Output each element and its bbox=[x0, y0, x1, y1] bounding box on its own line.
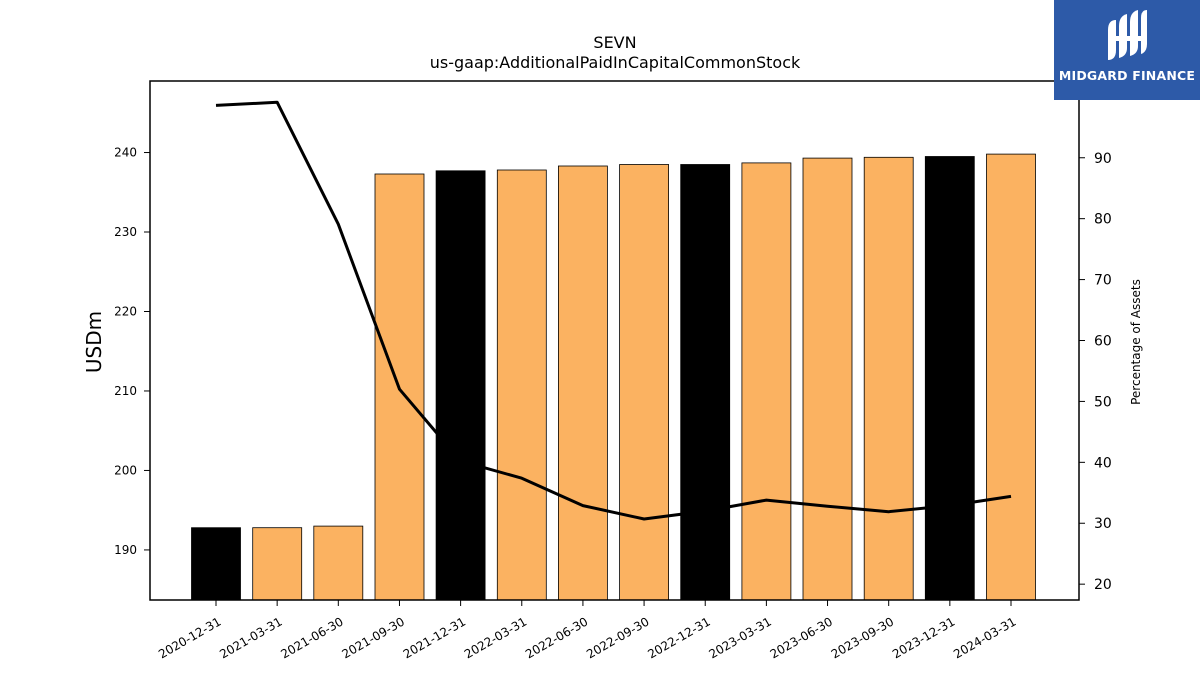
x-tick-label-2023-06-30: 2023-06-30 bbox=[768, 614, 835, 661]
right-axis: 20 30 40 50 60 70 80 90 bbox=[1079, 151, 1112, 593]
bar-2021-06-30 bbox=[313, 525, 364, 601]
x-tick-label-2023-12-31: 2023-12-31 bbox=[890, 614, 957, 661]
bar-2021-12-31 bbox=[435, 170, 486, 601]
bar-2022-12-31 bbox=[680, 164, 731, 601]
y-axis-label: USDm bbox=[82, 311, 106, 373]
x-tick-label-2021-12-31: 2021-12-31 bbox=[401, 614, 468, 661]
midgard-logo-icon bbox=[1108, 10, 1147, 60]
y2-tick-label-60: 60 bbox=[1094, 334, 1112, 350]
brand-logo: MIDGARD FINANCE bbox=[1054, 0, 1200, 100]
left-axis: 190 200 210 220 230 240 bbox=[114, 146, 150, 557]
bar-2023-03-31 bbox=[741, 162, 792, 601]
line-series-0 bbox=[215, 100, 1012, 521]
y-tick-label-220: 220 bbox=[114, 304, 137, 318]
bar-2022-06-30 bbox=[558, 165, 608, 601]
y2-tick-label-40: 40 bbox=[1094, 455, 1112, 471]
y2-tick-label-30: 30 bbox=[1094, 516, 1112, 532]
x-tick-label-2023-03-31: 2023-03-31 bbox=[706, 614, 773, 661]
bar-2022-09-30 bbox=[619, 164, 669, 601]
y-tick-label-210: 210 bbox=[114, 384, 137, 398]
x-tick-label-2020-12-31: 2020-12-31 bbox=[156, 614, 223, 661]
x-tick-label-2024-03-31: 2024-03-31 bbox=[951, 614, 1018, 661]
x-tick-label-2022-12-31: 2022-12-31 bbox=[645, 614, 712, 661]
x-tick-label-2021-09-30: 2021-09-30 bbox=[340, 614, 407, 661]
chart-subtitle: us-gaap:AdditionalPaidInCapitalCommonSto… bbox=[430, 53, 801, 72]
x-tick-label-2021-06-30: 2021-06-30 bbox=[278, 614, 345, 661]
bar-2023-06-30 bbox=[802, 157, 853, 601]
x-tick-label-2022-06-30: 2022-06-30 bbox=[523, 614, 590, 661]
bar-2024-03-31 bbox=[986, 153, 1036, 601]
y2-tick-label-80: 80 bbox=[1094, 212, 1112, 228]
x-tick-label-2021-03-31: 2021-03-31 bbox=[217, 614, 284, 661]
y-tick-label-240: 240 bbox=[114, 146, 137, 160]
y2-axis-label: Percentage of Assets bbox=[1129, 279, 1143, 405]
x-tick-label-2022-03-31: 2022-03-31 bbox=[462, 614, 529, 661]
y-tick-label-190: 190 bbox=[114, 543, 137, 557]
bar-2023-09-30 bbox=[863, 156, 914, 601]
y2-tick-label-90: 90 bbox=[1094, 151, 1112, 167]
line-group bbox=[215, 100, 1012, 521]
x-axis: 2020-12-312021-03-312021-06-302021-09-30… bbox=[156, 600, 1019, 661]
y2-tick-label-50: 50 bbox=[1094, 394, 1112, 410]
y-tick-label-230: 230 bbox=[114, 225, 137, 239]
x-tick-label-2023-09-30: 2023-09-30 bbox=[829, 614, 896, 661]
y2-tick-label-70: 70 bbox=[1094, 273, 1112, 289]
bar-2020-12-31 bbox=[191, 527, 241, 601]
chart-title: SEVN bbox=[593, 33, 636, 52]
logo-text: MIDGARD FINANCE bbox=[1058, 68, 1196, 83]
bar-2023-12-31 bbox=[924, 156, 975, 601]
bar-2022-03-31 bbox=[496, 169, 547, 601]
bars-group bbox=[191, 153, 1036, 601]
bar-2021-03-31 bbox=[252, 527, 303, 601]
y2-tick-label-20: 20 bbox=[1094, 577, 1112, 593]
y-tick-label-200: 200 bbox=[114, 463, 137, 477]
x-tick-label-2022-09-30: 2022-09-30 bbox=[584, 614, 651, 661]
